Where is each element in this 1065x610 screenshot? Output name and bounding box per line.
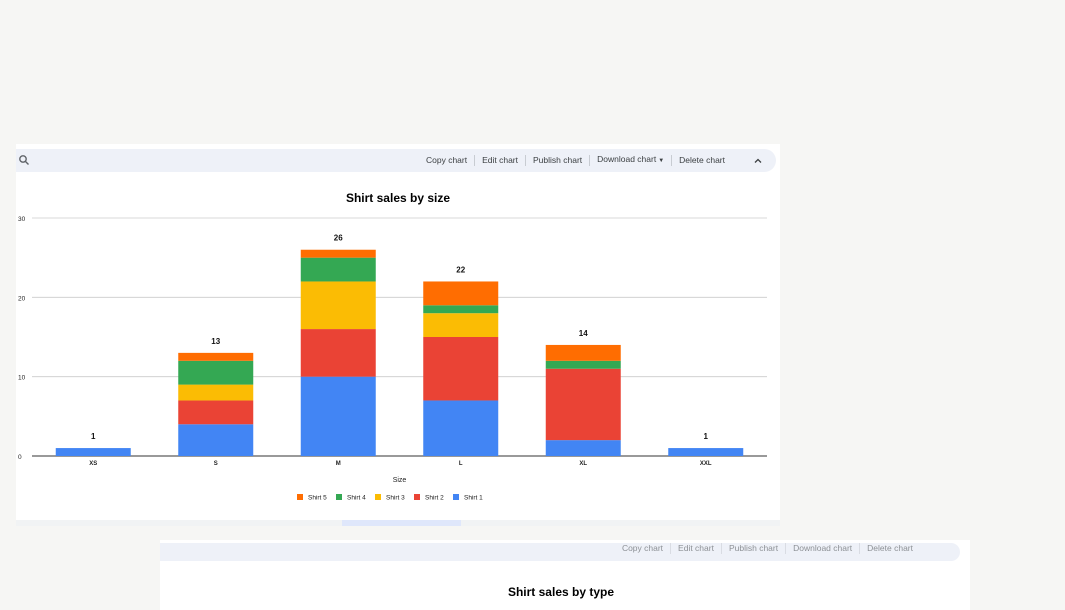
bar-total-label: 13	[211, 337, 220, 346]
copy-chart-button-2[interactable]: Copy chart	[621, 543, 664, 553]
bar-segment[interactable]	[423, 400, 499, 456]
divider	[859, 543, 861, 554]
divider	[720, 543, 722, 554]
x-tick-label: XL	[579, 461, 587, 467]
bar-segment[interactable]	[178, 424, 254, 456]
second-chart-actions: Copy chart Edit chart Publish chart Down…	[615, 543, 920, 557]
bar-segment[interactable]	[300, 249, 376, 258]
sheet-tab-strip	[16, 520, 780, 526]
delete-chart-button[interactable]: Delete chart	[679, 155, 725, 165]
divider	[589, 155, 591, 166]
stacked-bar-chart[interactable]: 0 10 20 30 1 XS 13 S 26 M 22 L 14 XL 1 XXL Size Shirt 5 Sh…	[16, 172, 780, 520]
bar-segment[interactable]	[545, 440, 621, 456]
bar-total-label: 26	[334, 234, 343, 243]
bar-segment[interactable]	[423, 313, 499, 337]
bar-segment[interactable]	[300, 376, 376, 456]
bar-segment[interactable]	[423, 281, 499, 306]
x-tick-label: XXL	[700, 461, 712, 467]
bar-total-label: 1	[91, 432, 96, 441]
bar-total-label: 22	[456, 265, 465, 274]
chart-toolbar: Copy chart Edit chart Publish chart Down…	[16, 149, 776, 172]
publish-chart-button[interactable]: Publish chart	[533, 155, 583, 165]
chart-title: Shirt sales by size	[345, 191, 451, 205]
edit-chart-button[interactable]: Edit chart	[482, 155, 518, 165]
x-axis-label: Size	[393, 477, 407, 484]
y-tick-label: 10	[18, 375, 26, 382]
divider	[474, 155, 476, 166]
divider	[670, 543, 672, 554]
chart-panel: Copy chart Edit chart Publish chart Down…	[16, 144, 780, 526]
bar-total-label: 1	[704, 432, 709, 441]
edit-chart-button-2[interactable]: Edit chart	[678, 543, 714, 553]
divider	[671, 155, 673, 166]
bar-segment[interactable]	[178, 360, 254, 385]
y-tick-label: 20	[18, 295, 26, 302]
copy-chart-button[interactable]: Copy chart	[425, 155, 468, 165]
divider	[785, 543, 787, 554]
download-chart-label: Download chart	[597, 154, 657, 164]
bar-segment[interactable]	[55, 448, 131, 456]
legend-label: Shirt 3	[386, 495, 405, 502]
search-icon[interactable]	[18, 154, 30, 166]
legend-swatch	[414, 494, 420, 500]
legend-swatch	[336, 494, 342, 500]
bar-total-label: 14	[579, 329, 588, 338]
bar-segment[interactable]	[300, 329, 376, 377]
chart-actions: Copy chart Edit chart Publish chart Down…	[419, 149, 732, 172]
download-chart-button-2[interactable]: Download chart	[793, 543, 853, 553]
bar-segment[interactable]	[545, 368, 621, 441]
legend-swatch	[375, 494, 381, 500]
bar-segment[interactable]	[545, 344, 621, 361]
bar-segment[interactable]	[300, 257, 376, 282]
bar-segment[interactable]	[545, 360, 621, 369]
delete-chart-button-2[interactable]: Delete chart	[867, 543, 913, 553]
bar-segment[interactable]	[423, 337, 499, 401]
chevron-up-icon[interactable]	[752, 155, 764, 167]
legend-label: Shirt 5	[308, 495, 327, 502]
second-chart-panel: Copy chart Edit chart Publish chart Down…	[160, 540, 970, 610]
x-tick-label: S	[214, 461, 218, 467]
x-tick-label: XS	[89, 461, 97, 467]
x-tick-label: M	[336, 461, 341, 467]
y-tick-label: 30	[18, 216, 26, 223]
publish-chart-button-2[interactable]: Publish chart	[728, 543, 779, 553]
legend-swatch	[453, 494, 459, 500]
bar-segment[interactable]	[178, 400, 254, 425]
legend-label: Shirt 1	[464, 495, 483, 502]
bar-segment[interactable]	[668, 448, 744, 456]
x-tick-label: L	[459, 461, 463, 467]
bar-segment[interactable]	[423, 305, 499, 314]
active-sheet-tab[interactable]	[342, 520, 461, 526]
second-chart-toolbar: Copy chart Edit chart Publish chart Down…	[160, 543, 960, 561]
second-chart-title: Shirt sales by type	[507, 585, 615, 599]
bar-segment[interactable]	[178, 352, 254, 361]
divider	[525, 155, 526, 166]
download-chart-button[interactable]: Download chart ▼	[590, 148, 671, 173]
legend-label: Shirt 2	[425, 495, 444, 502]
bar-segment[interactable]	[178, 384, 254, 401]
caret-down-icon: ▼	[658, 158, 665, 164]
legend-label: Shirt 4	[347, 495, 366, 502]
y-tick-label: 0	[18, 454, 22, 461]
bar-segment[interactable]	[300, 281, 376, 330]
legend-swatch	[297, 494, 303, 500]
